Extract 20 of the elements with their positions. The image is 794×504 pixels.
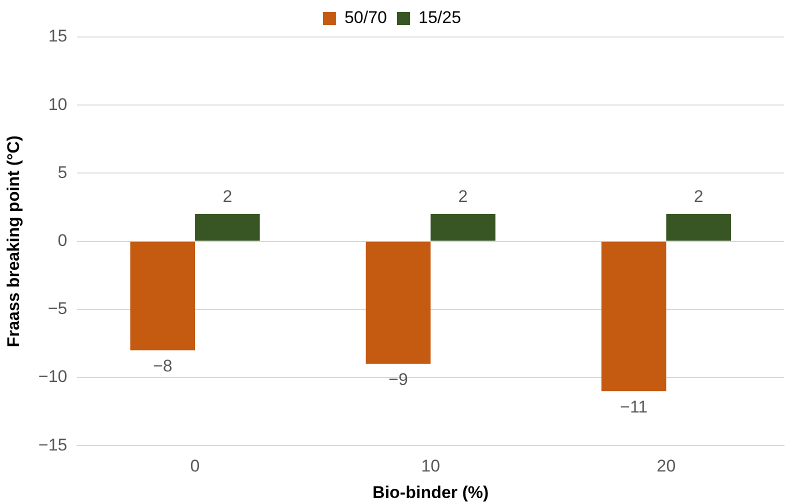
data-label: 2 [458, 187, 468, 206]
data-label: −8 [152, 356, 172, 376]
x-axis-title: Bio-binder (%) [372, 483, 489, 502]
x-tick-label: 10 [421, 456, 440, 476]
legend-label: 15/25 [418, 8, 462, 28]
x-tick-label: 20 [656, 456, 676, 476]
data-label: −9 [388, 370, 408, 390]
x-tick-label: 0 [190, 456, 200, 476]
y-axis-title: Fraass breaking point (°C) [4, 135, 23, 348]
data-label: 2 [694, 187, 704, 206]
y-tick-label: −15 [38, 435, 68, 454]
data-label: 2 [222, 187, 232, 206]
y-tick-label: −10 [38, 367, 68, 386]
y-tick-label: 15 [48, 26, 68, 46]
y-tick-label: −5 [48, 299, 68, 318]
legend-label: 50/70 [344, 8, 388, 28]
y-tick-label: 5 [58, 162, 68, 182]
y-tick-label: 10 [48, 94, 68, 114]
y-tick-label: 0 [58, 230, 68, 250]
data-label: −11 [620, 397, 648, 416]
